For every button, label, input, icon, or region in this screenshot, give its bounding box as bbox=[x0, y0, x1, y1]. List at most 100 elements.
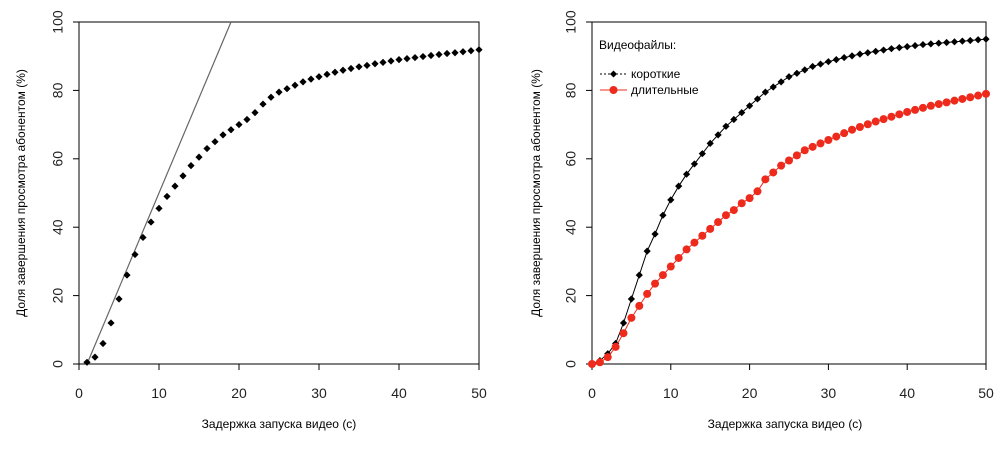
right-data-point bbox=[714, 131, 722, 139]
right-data-point bbox=[966, 36, 974, 45]
left-data-point bbox=[291, 81, 299, 89]
right-data-point bbox=[761, 175, 770, 184]
left-chart: Задержка запуска видео (с) Доля завершен… bbox=[14, 10, 487, 431]
legend-title: Видеофайлы: bbox=[599, 38, 676, 52]
right-y-tick-label: 80 bbox=[563, 82, 579, 98]
right-data-point bbox=[635, 301, 644, 310]
left-data-point bbox=[83, 358, 91, 366]
right-data-point bbox=[769, 168, 778, 177]
right-data-point bbox=[792, 151, 801, 160]
right-data-point bbox=[651, 279, 660, 288]
right-data-point bbox=[753, 187, 762, 196]
left-data-point bbox=[123, 271, 131, 279]
right-data-point bbox=[643, 289, 652, 298]
right-data-point bbox=[903, 107, 912, 116]
left-data-point bbox=[403, 54, 411, 63]
right-y-tick-label: 60 bbox=[563, 151, 579, 167]
right-data-point bbox=[974, 36, 982, 44]
right-data-point bbox=[840, 53, 848, 62]
right-data-point bbox=[722, 122, 730, 130]
right-data-point bbox=[879, 46, 888, 54]
right-chart: Задержка запуска видео (с) Доля завершен… bbox=[529, 10, 994, 431]
left-data-point bbox=[203, 144, 211, 153]
legend: Видеофайлы: короткие длительные bbox=[599, 38, 699, 97]
right-data-point bbox=[769, 83, 777, 91]
left-y-tick-label: 20 bbox=[50, 288, 66, 304]
right-x-tick-label: 40 bbox=[899, 385, 915, 401]
right-data-point bbox=[808, 142, 817, 151]
right-data-point bbox=[887, 45, 896, 53]
right-data-point bbox=[729, 206, 738, 215]
right-data-point bbox=[619, 329, 628, 338]
right-data-point bbox=[848, 125, 857, 134]
right-data-point bbox=[627, 313, 636, 322]
right-data-point bbox=[856, 50, 864, 58]
left-data-point bbox=[467, 47, 475, 55]
right-data-point bbox=[832, 56, 840, 64]
left-data-point bbox=[347, 64, 355, 73]
right-data-point bbox=[698, 150, 706, 158]
right-data-point bbox=[848, 52, 856, 60]
right-data-point bbox=[738, 109, 746, 117]
right-data-point bbox=[595, 358, 604, 367]
left-data-point bbox=[195, 153, 203, 161]
left-y-tick-label: 100 bbox=[50, 10, 66, 34]
right-data-point bbox=[793, 69, 801, 77]
right-data-point bbox=[690, 238, 699, 247]
left-y-tick-label: 60 bbox=[50, 151, 66, 167]
right-data-point bbox=[611, 342, 620, 351]
right-data-point bbox=[682, 245, 691, 254]
left-data-point bbox=[283, 85, 291, 93]
right-data-point bbox=[895, 110, 904, 119]
right-data-point bbox=[635, 271, 643, 279]
right-data-point bbox=[824, 58, 832, 66]
right-data-point bbox=[926, 101, 935, 110]
left-data-point bbox=[307, 75, 315, 83]
left-data-point bbox=[315, 73, 323, 81]
right-data-point bbox=[911, 41, 919, 50]
left-data-point bbox=[299, 78, 307, 86]
left-data-point bbox=[435, 50, 443, 59]
right-data-point bbox=[721, 211, 730, 220]
left-data-point bbox=[395, 56, 403, 64]
right-data-point bbox=[658, 271, 667, 280]
left-x-tick-label: 40 bbox=[391, 385, 407, 401]
left-data-point bbox=[99, 339, 107, 348]
right-data-point bbox=[879, 115, 888, 124]
right-data-point bbox=[855, 122, 864, 131]
left-data-point bbox=[419, 52, 427, 61]
left-data-point bbox=[259, 100, 267, 108]
right-data-point bbox=[643, 247, 651, 255]
right-data-point bbox=[935, 39, 943, 47]
left-x-tick-label: 50 bbox=[471, 385, 487, 401]
right-data-point bbox=[627, 295, 635, 303]
left-reference-line bbox=[86, 21, 232, 365]
right-data-point bbox=[730, 115, 738, 124]
right-data-point bbox=[706, 139, 714, 148]
right-data-point bbox=[824, 135, 833, 144]
left-data-point bbox=[387, 57, 395, 65]
right-data-point bbox=[801, 66, 809, 74]
left-data-point bbox=[323, 70, 331, 78]
left-data-point bbox=[339, 66, 347, 74]
left-x-axis-title: Задержка запуска видео (с) bbox=[202, 417, 357, 431]
right-data-point bbox=[761, 88, 769, 96]
right-data-point bbox=[659, 211, 667, 219]
right-data-point bbox=[800, 146, 809, 155]
right-data-point bbox=[619, 319, 628, 327]
left-data-point bbox=[179, 172, 187, 180]
right-x-tick-label: 10 bbox=[663, 385, 679, 401]
left-data-point bbox=[443, 49, 451, 58]
right-data-point bbox=[943, 38, 951, 47]
left-data-point bbox=[411, 53, 419, 62]
left-data-point bbox=[459, 48, 467, 56]
right-data-point bbox=[887, 112, 896, 121]
right-data-point bbox=[942, 98, 951, 107]
left-data-point bbox=[243, 115, 251, 124]
right-data-point bbox=[737, 199, 746, 208]
right-data-point bbox=[667, 196, 675, 204]
right-data-point bbox=[934, 100, 943, 109]
right-x-axis-title: Задержка запуска видео (с) bbox=[708, 417, 863, 431]
right-data-point bbox=[816, 60, 825, 68]
